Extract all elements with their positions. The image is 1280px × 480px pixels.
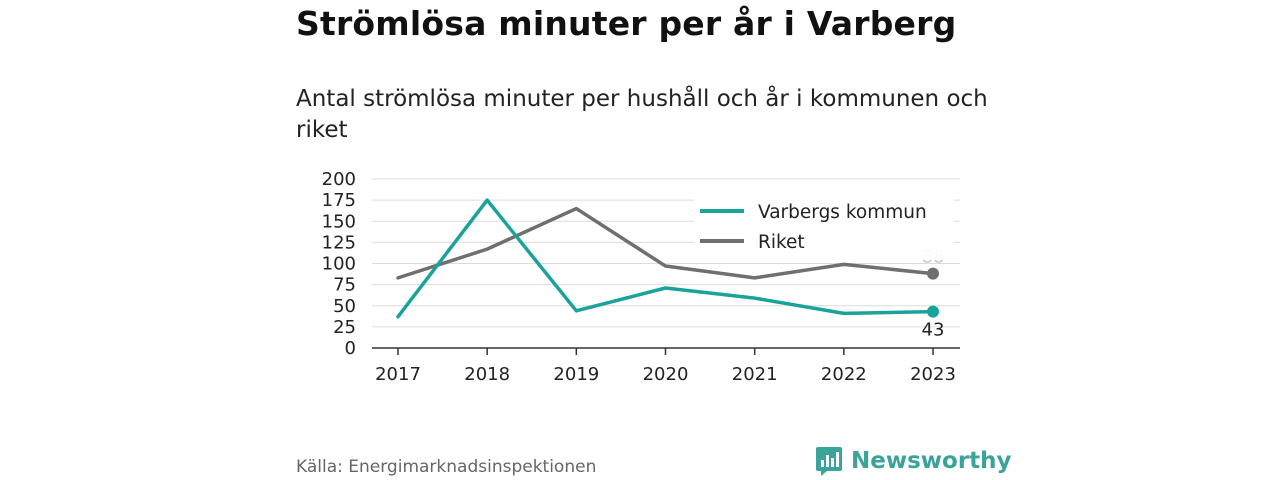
end-point-riket xyxy=(927,267,939,280)
x-tick-label: 2021 xyxy=(732,364,778,385)
chart-title: Strömlösa minuter per år i Varberg xyxy=(296,4,957,43)
brand-logo: Newsworthy xyxy=(815,445,1012,477)
x-tick-label: 2019 xyxy=(553,364,599,385)
y-tick-label: 175 xyxy=(322,190,356,211)
series-line-riket xyxy=(396,206,935,280)
newsworthy-logo-icon xyxy=(816,447,842,476)
x-tick-label: 2018 xyxy=(464,364,510,385)
y-tick-label: 0 xyxy=(345,338,356,359)
y-tick-label: 150 xyxy=(322,211,356,232)
end-point-varberg xyxy=(927,305,939,318)
y-tick-label: 100 xyxy=(322,254,356,275)
brand-name: Newsworthy xyxy=(851,448,1012,474)
y-tick-label: 125 xyxy=(322,232,356,253)
y-tick-label: 25 xyxy=(333,317,356,338)
legend-box xyxy=(694,194,954,260)
chart-subtitle: Antal strömlösa minuter per hushåll och … xyxy=(296,86,988,143)
legend-label-varberg: Varbergs kommun xyxy=(758,202,927,223)
x-axis: 2017 2018 2019 2020 2021 2022 2023 xyxy=(372,347,960,385)
source-note: Källa: Energimarknadsinspektionen xyxy=(296,457,597,477)
x-tick-label: 2022 xyxy=(821,364,867,385)
x-tick-label: 2020 xyxy=(643,364,689,385)
series-line-varberg xyxy=(396,198,935,319)
end-label-varberg: 43 xyxy=(922,320,945,341)
x-tick-label: 2017 xyxy=(375,364,421,385)
legend-label-riket: Riket xyxy=(758,232,805,253)
legend: Varbergs kommun Riket xyxy=(694,194,954,260)
y-tick-label: 75 xyxy=(333,275,356,296)
y-tick-label: 50 xyxy=(333,296,356,317)
y-tick-label: 200 xyxy=(322,169,356,190)
x-tick-label: 2023 xyxy=(910,364,956,385)
